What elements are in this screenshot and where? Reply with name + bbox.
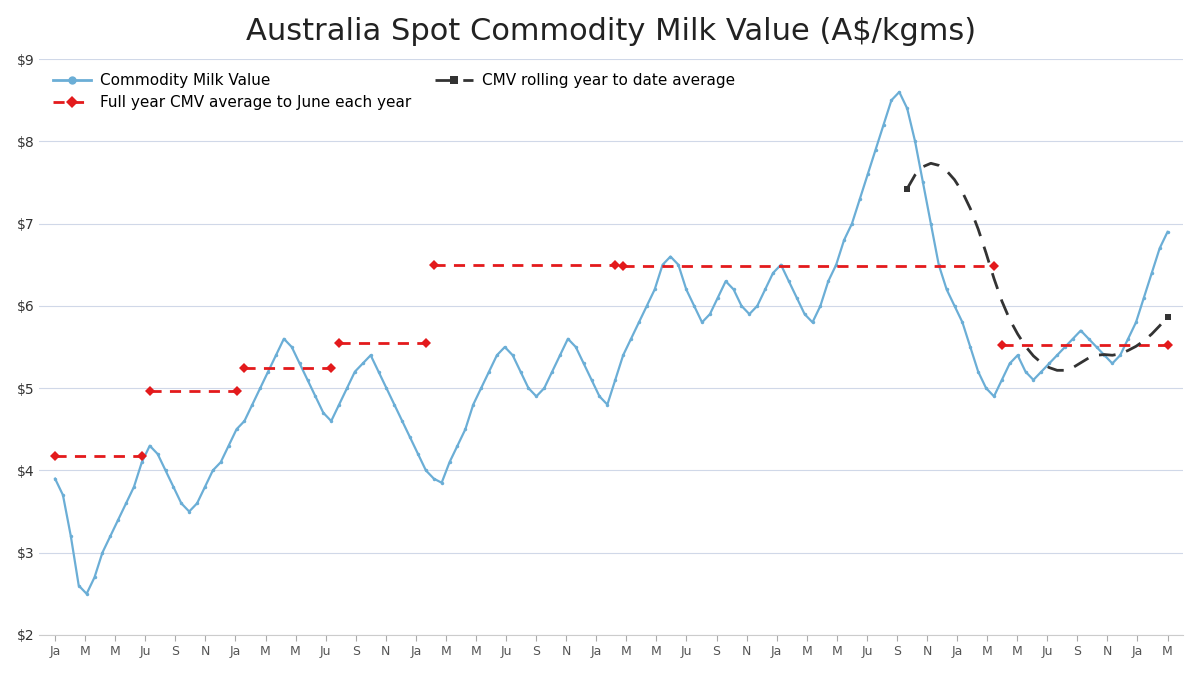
Legend: Commodity Milk Value, Full year CMV average to June each year, CMV rolling year : Commodity Milk Value, Full year CMV aver… bbox=[47, 67, 742, 117]
Title: Australia Spot Commodity Milk Value (A$/kgms): Australia Spot Commodity Milk Value (A$/… bbox=[246, 17, 977, 46]
